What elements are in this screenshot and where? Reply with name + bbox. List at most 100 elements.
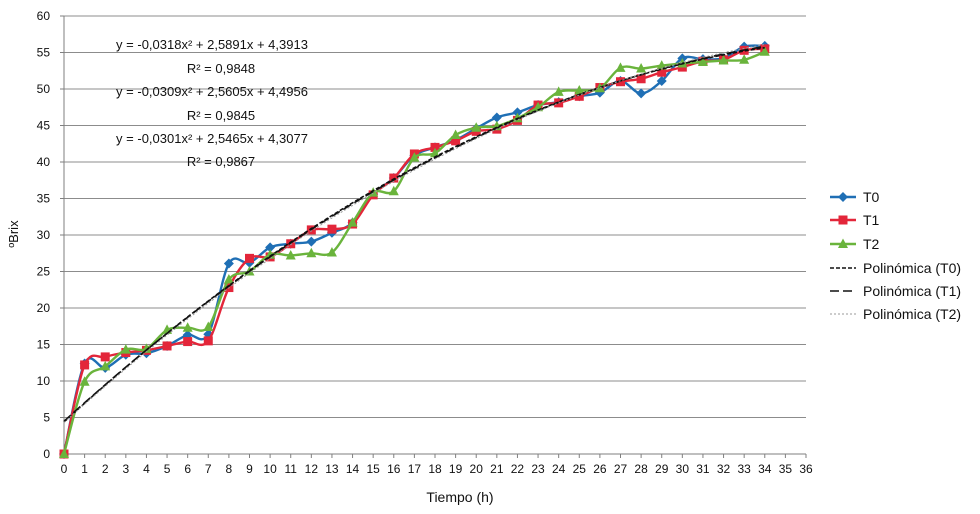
gridlines <box>64 15 806 418</box>
trendline-equations: y = -0,0318x² + 2,5891x + 4,3913 R² = 0,9… <box>116 37 308 169</box>
x-tick-label: 36 <box>799 462 813 476</box>
y-axis-label: ºBrix <box>6 220 21 248</box>
x-tick-label: 26 <box>593 462 607 476</box>
data-point-t2 <box>656 60 667 70</box>
data-point-t2 <box>512 112 523 123</box>
data-point-t1 <box>451 136 461 146</box>
data-point-t0 <box>512 107 523 118</box>
x-tick-label: 6 <box>184 462 191 476</box>
x-axis-ticks: 0 1 2 3 4 5 6 7 8 9 10 11 12 13 14 15 16 17 18 19 20 21 22 23 24… <box>61 454 813 476</box>
series-t2 <box>59 46 770 458</box>
y-tick-label: 25 <box>37 265 51 279</box>
data-point-t0 <box>265 242 276 253</box>
legend: T0 T1 T2 Polinómica (T0) Polinómica (T1) Poli… <box>830 189 961 322</box>
x-tick-label: 14 <box>346 462 360 476</box>
data-point-t1 <box>203 336 213 346</box>
equation-label: y = -0,0301x² + 2,5465x + 4,3077 <box>116 131 308 146</box>
series-line-t2 <box>62 50 766 455</box>
x-tick-label: 34 <box>758 462 772 476</box>
x-tick-label: 35 <box>779 462 793 476</box>
data-point-t2 <box>388 185 399 196</box>
series-t1 <box>59 44 770 459</box>
trendlines <box>63 44 765 423</box>
x-tick-label: 0 <box>61 462 68 476</box>
x-tick-label: 20 <box>470 462 484 476</box>
x-axis-label: Tiempo (h) <box>426 489 493 505</box>
data-point-t0 <box>636 88 647 99</box>
data-point-t2 <box>223 274 234 284</box>
data-point-t2 <box>203 321 214 331</box>
legend-label: Polinómica (T2) <box>863 306 961 322</box>
x-tick-label: 29 <box>655 462 669 476</box>
y-tick-label: 55 <box>37 46 51 60</box>
y-tick-label: 50 <box>37 82 51 96</box>
data-point-t2 <box>450 129 461 139</box>
data-point-t0 <box>491 112 502 123</box>
x-tick-label: 5 <box>164 462 171 476</box>
data-point-t2 <box>739 54 750 64</box>
x-tick-label: 9 <box>246 462 253 476</box>
data-point-t2 <box>326 247 337 257</box>
x-tick-label: 28 <box>634 462 648 476</box>
x-tick-label: 32 <box>717 462 731 476</box>
data-point-t2 <box>430 147 440 158</box>
y-tick-label: 40 <box>37 155 51 169</box>
data-point-t1 <box>100 352 110 362</box>
y-tick-label: 45 <box>37 119 51 133</box>
r-squared-label: R² = 0,9845 <box>187 108 255 123</box>
y-tick-label: 0 <box>43 447 50 461</box>
data-point-t2 <box>636 63 647 73</box>
y-axis-ticks: 0 5 10 15 20 25 30 35 40 45 50 55 60 <box>37 9 64 461</box>
x-tick-label: 16 <box>387 462 401 476</box>
data-point-t2 <box>306 247 317 258</box>
data-point-t2 <box>553 86 564 96</box>
data-point-t1 <box>162 341 172 351</box>
equation-label: y = -0,0309x² + 2,5605x + 4,4956 <box>116 84 308 99</box>
x-tick-label: 27 <box>614 462 628 476</box>
legend-label: T0 <box>863 189 880 205</box>
series-line-t1 <box>62 47 765 455</box>
data-point-t2 <box>285 249 296 260</box>
x-tick-label: 22 <box>511 462 525 476</box>
data-point-t0 <box>656 75 667 86</box>
r-squared-label: R² = 0,9848 <box>187 61 255 76</box>
x-tick-label: 17 <box>408 462 422 476</box>
data-point-t1 <box>574 91 584 101</box>
y-tick-label: 5 <box>43 411 50 425</box>
y-tick-label: 60 <box>37 9 51 23</box>
data-point-t1 <box>657 67 667 77</box>
data-point-t2 <box>759 46 770 56</box>
x-tick-label: 11 <box>284 462 297 476</box>
legend-label: Polinómica (T1) <box>863 283 961 299</box>
data-point-t2 <box>120 344 131 354</box>
data-point-t1 <box>636 74 646 84</box>
data-series <box>59 40 770 459</box>
data-point-t2 <box>615 62 626 72</box>
x-tick-label: 1 <box>81 462 88 476</box>
y-tick-label: 30 <box>37 228 51 242</box>
x-tick-label: 13 <box>325 462 339 476</box>
equation-label: y = -0,0318x² + 2,5891x + 4,3913 <box>116 37 308 52</box>
legend-marker-t2 <box>838 238 848 248</box>
x-tick-label: 24 <box>552 462 566 476</box>
data-point-t2 <box>265 249 276 259</box>
x-tick-label: 3 <box>122 462 129 476</box>
x-tick-label: 8 <box>226 462 233 476</box>
x-tick-label: 15 <box>366 462 380 476</box>
x-tick-label: 4 <box>143 462 150 476</box>
legend-label: T1 <box>863 212 880 228</box>
x-tick-label: 12 <box>305 462 319 476</box>
x-tick-label: 30 <box>676 462 690 476</box>
x-tick-label: 23 <box>531 462 545 476</box>
x-tick-label: 18 <box>428 462 442 476</box>
data-point-t2 <box>471 122 482 132</box>
trendline-3 <box>63 44 765 423</box>
data-point-t1 <box>430 142 440 152</box>
y-tick-label: 35 <box>37 192 51 206</box>
data-point-t2 <box>182 322 193 332</box>
data-point-t2 <box>59 448 69 458</box>
x-tick-label: 19 <box>449 462 463 476</box>
series-line-t0 <box>62 44 765 455</box>
legend-label: T2 <box>863 236 880 252</box>
